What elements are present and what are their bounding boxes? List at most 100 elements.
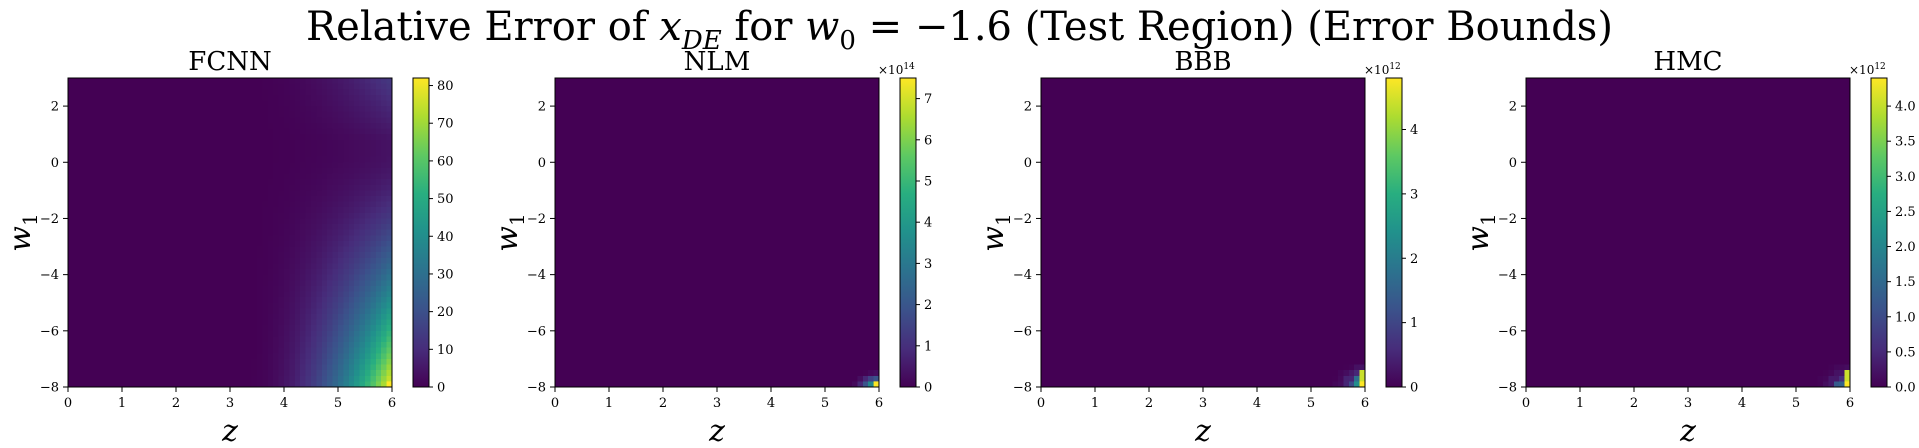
heatmap-cell xyxy=(116,162,123,169)
heatmap-cell xyxy=(348,201,355,208)
heatmap-cell xyxy=(641,156,648,163)
heatmap-cell xyxy=(257,358,263,366)
heatmap-cell xyxy=(673,224,680,231)
heatmap-cell xyxy=(630,280,637,287)
heatmap-cell xyxy=(89,297,96,304)
heatmap-cell xyxy=(375,128,382,135)
heatmap-cell xyxy=(230,291,236,298)
heatmap-cell xyxy=(132,274,139,281)
heatmap-cell xyxy=(68,252,74,259)
heatmap-cell xyxy=(186,336,193,343)
heatmap-cell xyxy=(555,134,561,141)
heatmap-cell xyxy=(381,342,388,349)
heatmap-cell xyxy=(165,151,172,158)
heatmap-cell xyxy=(122,291,128,298)
heatmap-cell xyxy=(100,162,107,169)
heatmap-cell xyxy=(679,347,686,354)
heatmap-cell xyxy=(111,229,118,236)
heatmap-cell xyxy=(246,201,253,208)
heatmap-cell xyxy=(619,297,626,304)
heatmap-cell xyxy=(348,184,355,191)
heatmap-cell xyxy=(619,308,626,315)
heatmap-cell xyxy=(284,167,290,175)
heatmap-cell xyxy=(122,212,128,220)
heatmap-cell xyxy=(646,212,653,220)
heatmap-cell xyxy=(305,252,312,259)
heatmap-cell xyxy=(690,285,696,293)
heatmap-cell xyxy=(84,94,91,102)
heatmap-cell xyxy=(197,291,204,298)
heatmap-cell xyxy=(695,162,702,169)
heatmap-cell xyxy=(706,246,713,253)
heatmap-cell xyxy=(246,269,253,276)
heatmap-cell xyxy=(230,347,236,354)
heatmap-cell xyxy=(359,291,366,298)
heatmap-cell xyxy=(73,358,80,366)
heatmap-cell xyxy=(219,364,226,371)
heatmap-cell xyxy=(267,100,274,107)
heatmap-cell xyxy=(68,207,74,214)
heatmap-cell xyxy=(657,122,664,130)
heatmap-cell xyxy=(381,207,388,214)
heatmap-cell xyxy=(111,297,118,304)
heatmap-cell xyxy=(565,370,572,377)
heatmap-cell xyxy=(565,229,572,236)
heatmap-cell xyxy=(251,184,258,191)
heatmap-cell xyxy=(208,207,215,214)
heatmap-cell xyxy=(213,151,220,158)
heatmap-cell xyxy=(111,285,118,293)
heatmap-cell xyxy=(684,201,691,208)
heatmap-cell xyxy=(186,179,193,186)
heatmap-cell xyxy=(711,156,718,163)
heatmap-cell xyxy=(78,269,85,276)
heatmap-cell xyxy=(365,280,371,287)
heatmap-cell xyxy=(386,235,393,242)
heatmap-cell xyxy=(203,353,209,360)
heatmap-cell xyxy=(246,94,253,102)
heatmap-cell xyxy=(571,330,578,338)
heatmap-cell xyxy=(257,78,263,85)
heatmap-cell xyxy=(186,117,193,124)
heatmap-cell xyxy=(348,313,355,321)
heatmap-cell xyxy=(224,151,231,158)
heatmap-cell xyxy=(186,224,193,231)
heatmap-cell xyxy=(684,274,691,281)
heatmap-cell xyxy=(375,89,382,96)
heatmap-cell xyxy=(690,235,696,242)
heatmap-cell xyxy=(316,297,323,304)
heatmap-cell xyxy=(327,274,334,281)
heatmap-cell xyxy=(273,263,280,270)
heatmap-cell xyxy=(321,190,328,197)
heatmap-cell xyxy=(127,100,134,107)
heatmap-cell xyxy=(582,263,588,270)
heatmap-cell xyxy=(89,257,96,264)
heatmap-cell xyxy=(100,370,107,377)
heatmap-cell xyxy=(576,179,583,186)
heatmap-cell xyxy=(89,291,96,298)
heatmap-cell xyxy=(219,240,226,248)
heatmap-cell xyxy=(105,167,112,175)
heatmap-cell xyxy=(165,370,172,377)
heatmap-cell xyxy=(246,252,253,259)
heatmap-cell xyxy=(386,173,393,180)
heatmap-cell xyxy=(652,347,659,354)
heatmap-cell xyxy=(278,89,285,96)
heatmap-cell xyxy=(84,257,91,264)
heatmap-cell xyxy=(192,240,199,248)
heatmap-cell xyxy=(365,347,371,354)
heatmap-cell xyxy=(327,375,334,382)
heatmap-cell xyxy=(603,173,610,180)
heatmap-cell xyxy=(208,173,215,180)
heatmap-cell xyxy=(95,302,101,309)
heatmap-cell xyxy=(311,280,317,287)
heatmap-cell xyxy=(127,280,134,287)
heatmap-cell xyxy=(582,252,588,259)
heatmap-cell xyxy=(668,381,675,388)
heatmap-cell xyxy=(587,134,594,141)
heatmap-cell xyxy=(105,128,112,135)
heatmap-cell xyxy=(625,291,632,298)
heatmap-cell xyxy=(235,297,242,304)
heatmap-cell xyxy=(625,240,632,248)
heatmap-cell xyxy=(105,179,112,186)
heatmap-cell xyxy=(630,381,637,388)
